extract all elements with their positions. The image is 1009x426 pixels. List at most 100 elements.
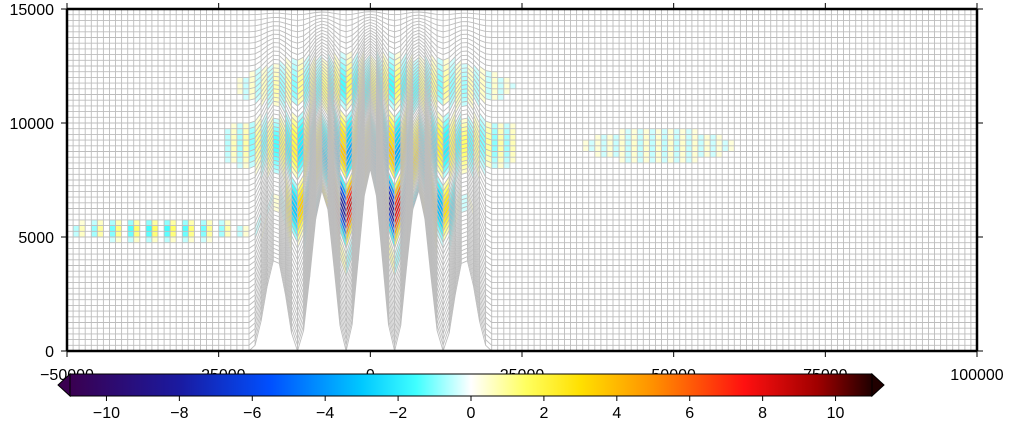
field-cell: [346, 77, 353, 89]
field-cell: [279, 68, 286, 81]
field-cell: [704, 151, 711, 158]
field-cell: [600, 151, 607, 158]
field-cell: [491, 134, 498, 141]
field-cell: [109, 231, 116, 237]
field-cell: [619, 134, 626, 141]
field-cell: [479, 81, 486, 93]
field-cell: [643, 140, 650, 146]
field-cell: [455, 93, 462, 109]
field-cell: [643, 134, 650, 141]
field-cell: [437, 116, 444, 129]
field-cell: [303, 58, 310, 74]
field-cell: [273, 67, 280, 73]
field-cell: [388, 156, 395, 175]
field-cell: [509, 140, 516, 146]
field-cell: [467, 72, 474, 83]
field-cell: [236, 88, 243, 95]
field-cell: [600, 145, 607, 152]
field-cell: [273, 80, 280, 86]
field-cell: [685, 128, 692, 135]
field-cell: [249, 76, 256, 84]
field-cell: [625, 134, 632, 141]
field-cell: [340, 177, 347, 198]
field-cell: [321, 69, 328, 80]
field-cell: [467, 97, 474, 111]
field-cell: [412, 72, 419, 83]
field-cell: [255, 159, 262, 178]
field-cell: [691, 128, 698, 135]
field-cell: [643, 128, 650, 135]
field-cell: [297, 153, 304, 169]
field-cell: [710, 151, 717, 158]
field-cell: [273, 84, 280, 90]
y-tick-label: 5000: [18, 230, 54, 247]
field-cell: [255, 118, 262, 133]
field-cell: [594, 151, 601, 158]
field-cell: [291, 192, 298, 209]
field-cell: [164, 237, 171, 243]
field-cell: [485, 93, 492, 101]
field-cell: [503, 157, 510, 163]
field-cell: [661, 128, 668, 135]
field-cell: [188, 225, 195, 232]
field-cell: [388, 109, 395, 123]
field-cell: [443, 138, 450, 152]
field-cell: [273, 92, 280, 99]
field-cell: [261, 87, 268, 103]
field-cell: [461, 88, 468, 94]
field-cell: [133, 219, 140, 226]
field-cell: [255, 87, 262, 99]
field-cell: [255, 154, 262, 172]
field-cell: [279, 98, 286, 114]
field-cell: [273, 88, 280, 94]
field-cell: [497, 151, 504, 158]
field-cell: [461, 101, 468, 107]
field-cell: [97, 225, 104, 232]
field-cell: [285, 66, 292, 80]
field-cell: [285, 94, 292, 112]
field-cell: [443, 133, 450, 146]
colorbar-bar: [69, 373, 873, 397]
field-cell: [291, 160, 298, 175]
field-cell: [242, 145, 249, 152]
field-cell: [437, 164, 444, 180]
field-cell: [443, 165, 450, 180]
field-cell: [394, 72, 401, 84]
colorbar-tick-label: 10: [827, 405, 845, 422]
colorbar-tick-label: 8: [758, 405, 767, 422]
field-cell: [255, 81, 262, 93]
field-cell: [236, 157, 243, 163]
field-cell: [412, 66, 419, 76]
field-cell: [242, 231, 249, 237]
field-cell: [443, 160, 450, 175]
field-cell: [722, 140, 729, 146]
field-cell: [485, 76, 492, 84]
field-cell: [340, 193, 347, 215]
field-cell: [625, 145, 632, 152]
field-cell: [388, 114, 395, 129]
field-cell: [291, 208, 298, 226]
field-cell: [437, 126, 444, 141]
field-cell: [388, 187, 395, 209]
field-cell: [673, 157, 680, 163]
field-cell: [461, 63, 468, 69]
field-cell: [685, 157, 692, 163]
field-cell: [346, 56, 353, 66]
field-cell: [297, 137, 304, 152]
field-cell: [437, 89, 444, 101]
field-cell: [200, 225, 207, 232]
field-cell: [297, 62, 304, 72]
field-cell: [467, 113, 474, 129]
field-cell: [206, 237, 213, 243]
field-cell: [394, 140, 401, 158]
field-cell: [297, 73, 304, 84]
field-cell: [473, 115, 480, 134]
field-cell: [394, 172, 401, 192]
field-cell: [291, 90, 298, 101]
field-cell: [127, 237, 134, 243]
field-cell: [388, 98, 395, 112]
field-cell: [582, 145, 589, 152]
field-cell: [394, 77, 401, 89]
field-cell: [479, 139, 486, 155]
field-cell: [127, 219, 134, 226]
